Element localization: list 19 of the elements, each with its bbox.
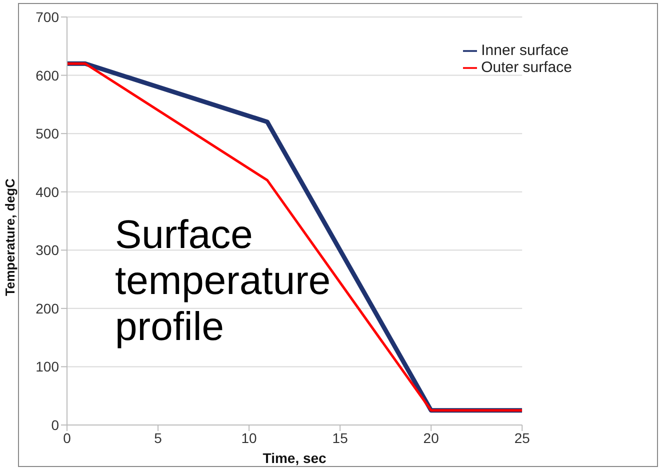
x-tick-label: 20 [423, 430, 440, 446]
x-axis-title: Time, sec [262, 450, 327, 466]
y-tick-label: 600 [36, 67, 60, 84]
y-tick-label: 500 [36, 126, 60, 142]
y-tick-label: 0 [51, 416, 60, 433]
x-tick-label: 25 [514, 430, 530, 446]
x-tick-label: 0 [63, 430, 72, 446]
y-tick-label: 300 [36, 242, 60, 258]
x-tick-label: 5 [154, 430, 162, 446]
legend-label: Inner surface [481, 42, 569, 59]
y-tick-label: 400 [36, 184, 60, 200]
x-tick-label: 10 [241, 430, 258, 446]
x-tick-label: 15 [332, 430, 348, 446]
y-axis-title: Temperature, degC [2, 178, 18, 296]
y-tick-label: 200 [36, 300, 60, 316]
annotation: Surface temperature profile [115, 212, 332, 350]
legend-label: Outer surface [481, 59, 572, 76]
y-tick-label: 700 [36, 8, 60, 25]
y-tick-label: 100 [36, 358, 60, 375]
